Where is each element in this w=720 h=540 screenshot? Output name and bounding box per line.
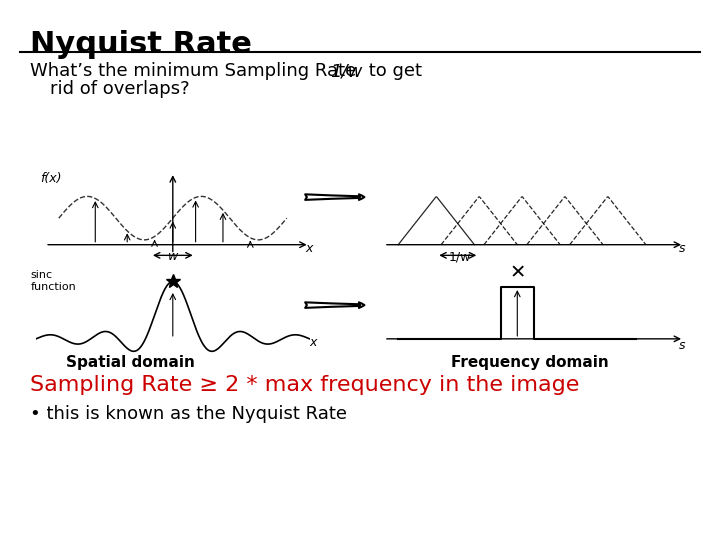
Text: x: x: [310, 336, 317, 349]
Text: Sampling Rate ≥ 2 * max frequency in the image: Sampling Rate ≥ 2 * max frequency in the…: [30, 375, 580, 395]
Text: to get: to get: [363, 62, 422, 80]
Text: 1/w: 1/w: [449, 250, 471, 263]
Text: f(x): f(x): [40, 172, 62, 185]
Text: Nyquist Rate: Nyquist Rate: [30, 30, 252, 59]
Text: w: w: [168, 250, 179, 263]
Text: Spatial domain: Spatial domain: [66, 355, 194, 370]
Text: ✕: ✕: [509, 264, 526, 282]
Text: Frequency domain: Frequency domain: [451, 355, 609, 370]
Text: s: s: [679, 242, 685, 255]
Text: s: s: [679, 339, 685, 352]
Text: • this is known as the Nyquist Rate: • this is known as the Nyquist Rate: [30, 405, 347, 423]
Text: What’s the minimum Sampling Rate: What’s the minimum Sampling Rate: [30, 62, 362, 80]
Text: 1/w: 1/w: [330, 62, 362, 80]
Text: sinc
function: sinc function: [30, 271, 76, 292]
Text: rid of overlaps?: rid of overlaps?: [50, 80, 189, 98]
Text: x: x: [305, 242, 312, 255]
